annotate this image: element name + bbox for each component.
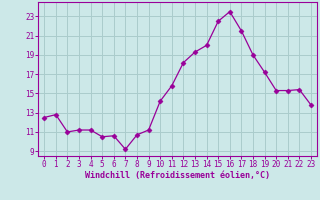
X-axis label: Windchill (Refroidissement éolien,°C): Windchill (Refroidissement éolien,°C): [85, 171, 270, 180]
